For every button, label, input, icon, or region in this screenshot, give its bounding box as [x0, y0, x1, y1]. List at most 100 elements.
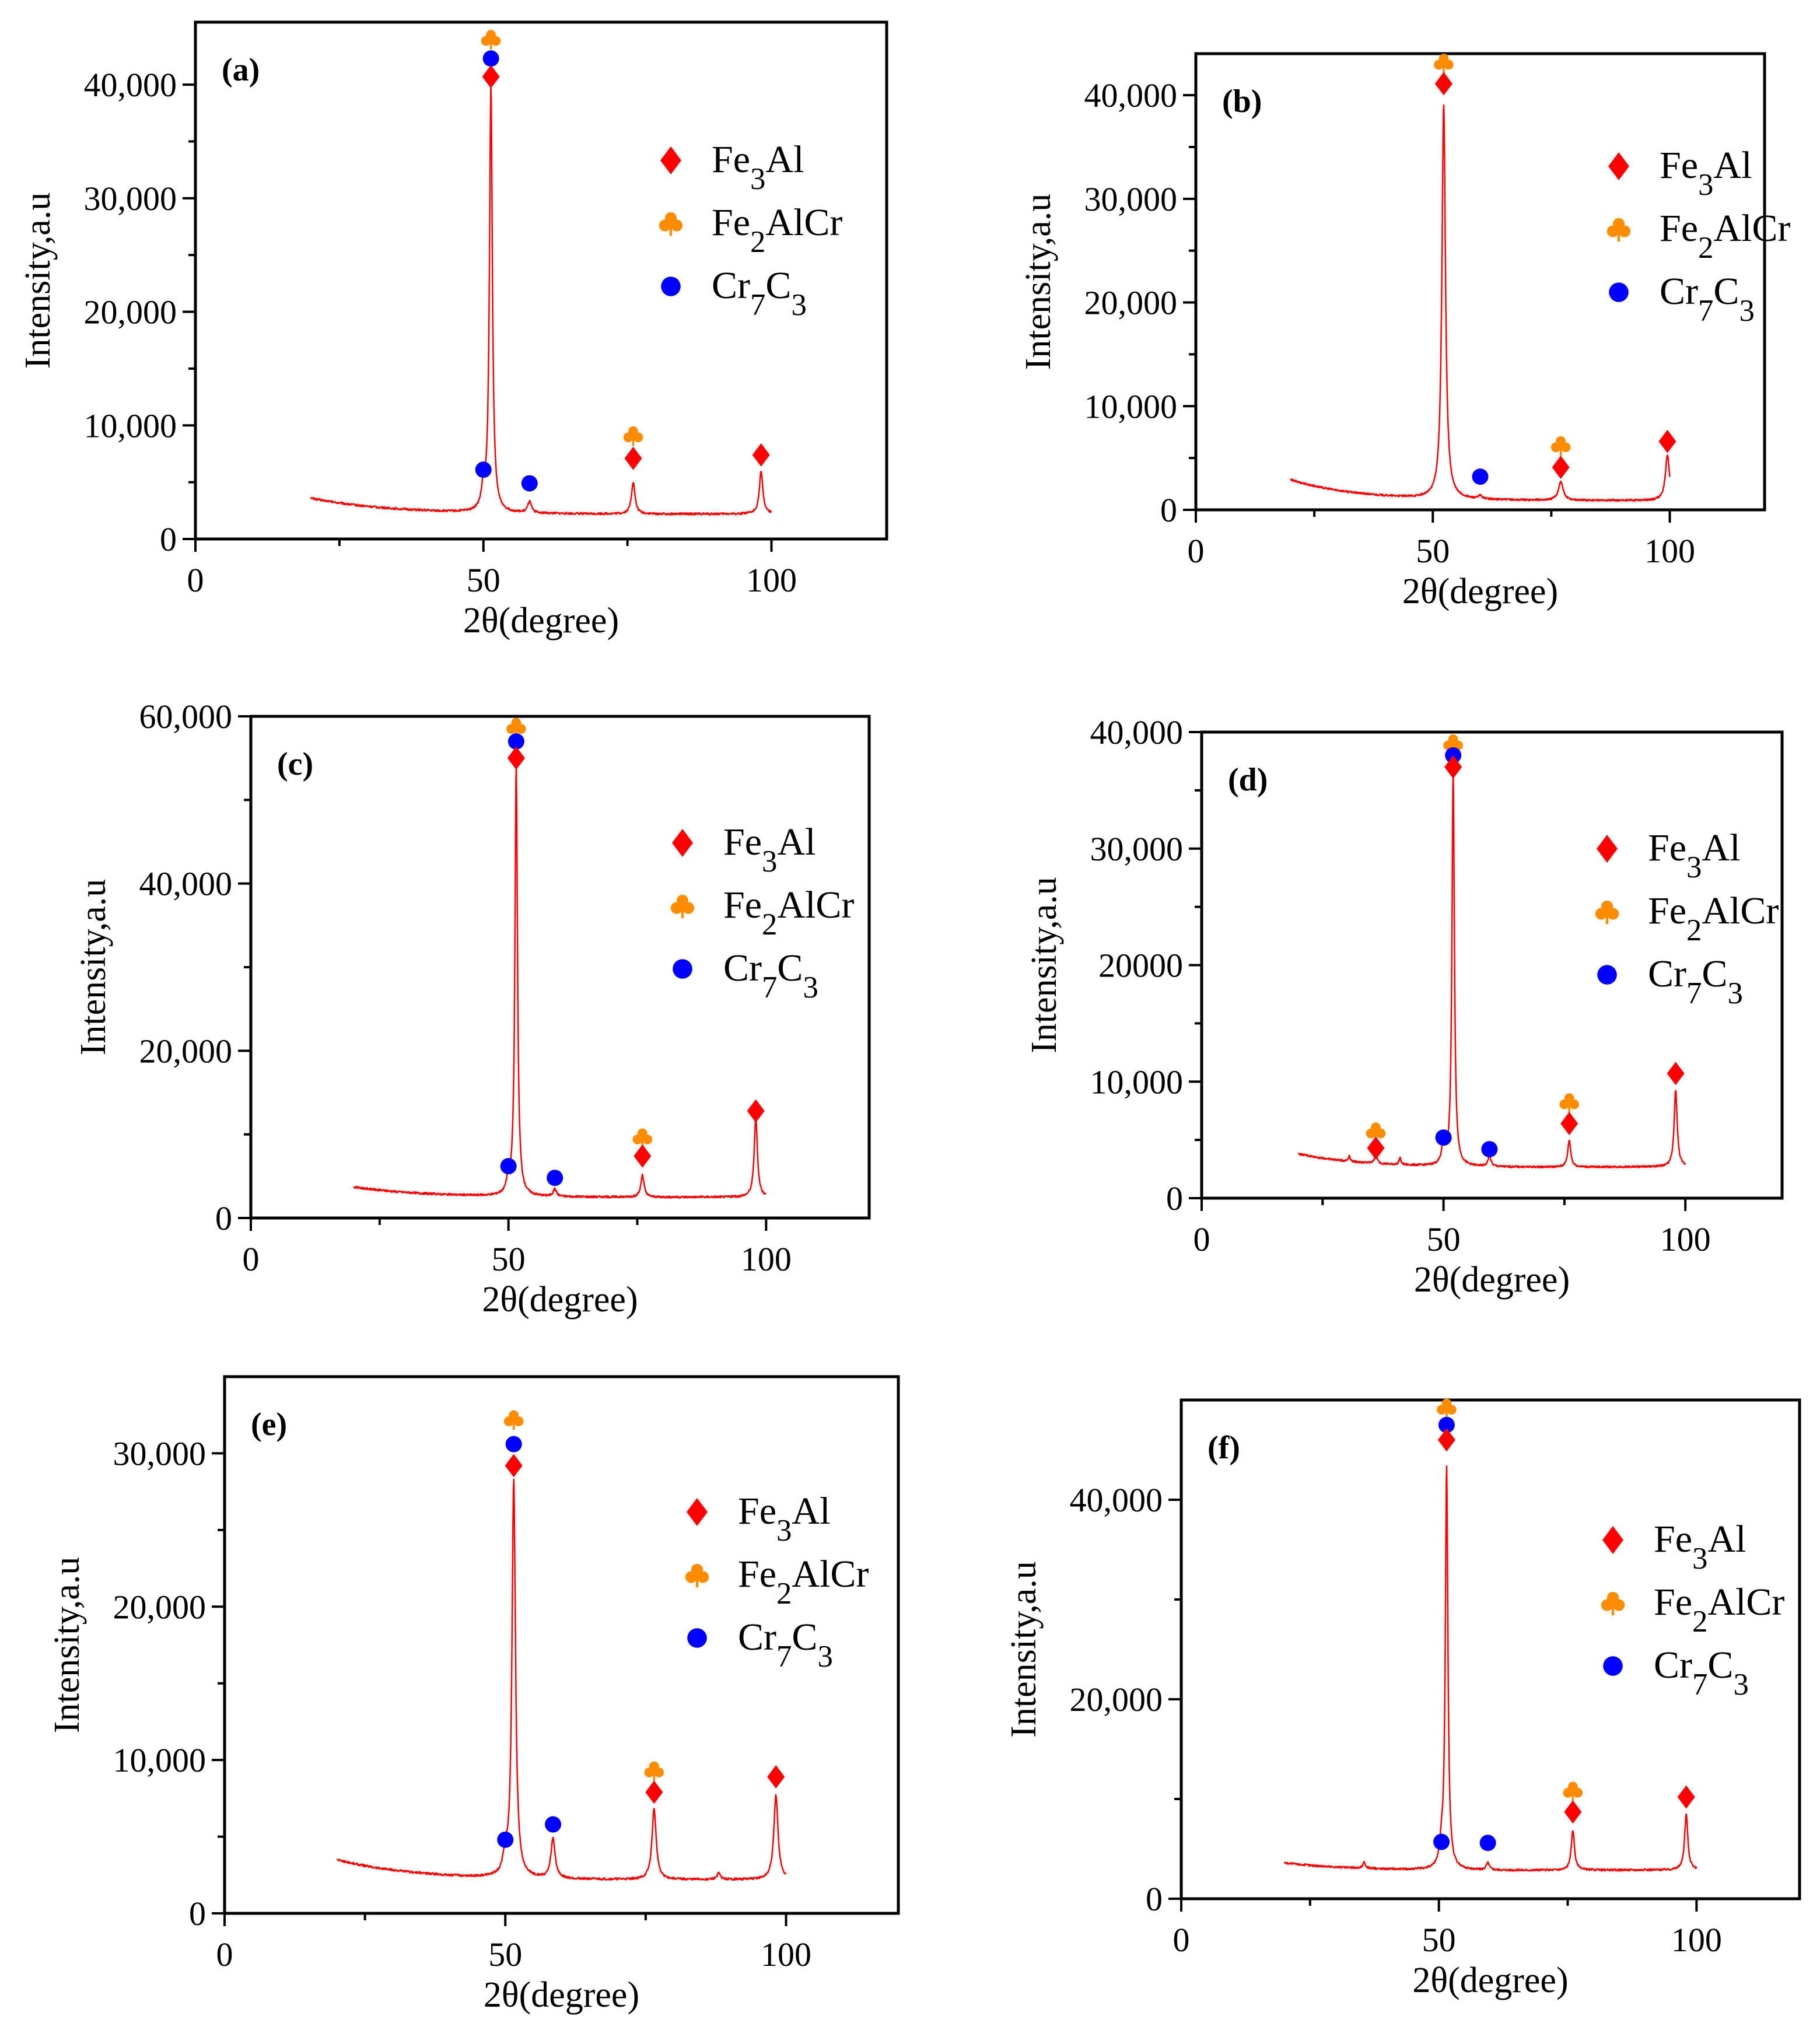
peak-marker-cr7c3: [505, 1436, 522, 1452]
y-tick-label: 60,000: [139, 698, 233, 736]
peak-marker-fe2alcr: [1559, 1093, 1579, 1113]
x-axis-label: 2θ(degree): [484, 1975, 639, 2015]
x-tick-label: 50: [492, 1240, 526, 1278]
legend-fe3al-icon: [687, 1498, 708, 1526]
y-tick-label: 30,000: [84, 180, 177, 218]
legend-label: Fe2AlCr: [1654, 1581, 1784, 1639]
y-tick-label: 30,000: [113, 1434, 206, 1472]
x-tick-label: 100: [761, 1936, 811, 1973]
legend-label: Cr7C3: [723, 947, 818, 1005]
legend-cr7c3-icon: [687, 1628, 707, 1648]
panel-title: (f): [1208, 1430, 1240, 1466]
legend-fe2alcr-icon: [659, 212, 683, 236]
y-tick-label: 40,000: [139, 865, 233, 903]
legend-entry-fe3al: Fe3Al: [1597, 827, 1740, 884]
peak-marker-cr7c3: [1433, 1833, 1450, 1850]
peak-marker-fe3al: [1552, 456, 1570, 480]
legend-fe2alcr-icon: [1595, 900, 1619, 925]
peak-marker-fe3al: [505, 1454, 523, 1478]
legend-entry-fe2alcr: Fe2AlCr: [685, 1553, 869, 1611]
peak-marker-cr7c3: [482, 50, 499, 67]
panel-title: (a): [222, 52, 260, 88]
legend-entry-fe2alcr: Fe2AlCr: [659, 201, 842, 259]
legend-entry-fe2alcr: Fe2AlCr: [1606, 207, 1790, 265]
legend-label: Fe2AlCr: [738, 1553, 869, 1611]
peak-marker-fe3al: [1434, 72, 1452, 96]
peak-marker-fe2alcr: [1437, 1398, 1457, 1419]
peak-marker-fe3al: [624, 446, 642, 470]
panel-d: 0 50 100 0 10,000 20000 30,000 40,000 2θ(degree)…: [1024, 713, 1784, 1300]
legend-label: Fe2AlCr: [712, 201, 842, 259]
panel-b: 0 50 100 0 10,000 20,000 30,000 40,000 2θ(degree…: [1019, 52, 1790, 611]
y-tick-label: 0: [1160, 491, 1177, 529]
x-tick-label: 0: [1188, 532, 1205, 570]
peak-marker-fe3al: [1437, 1428, 1455, 1452]
peak-marker-cr7c3: [521, 475, 538, 492]
legend-label: Fe3Al: [738, 1490, 830, 1548]
y-tick-label: 40,000: [84, 66, 177, 104]
plot-frame: [194, 20, 888, 541]
peak-marker-cr7c3: [497, 1831, 514, 1848]
x-tick-label: 50: [1422, 1921, 1456, 1959]
peak-marker-fe3al: [747, 1099, 765, 1123]
peak-marker-fe2alcr: [632, 1128, 653, 1149]
legend-entry-fe3al: Fe3Al: [1602, 1518, 1746, 1576]
y-tick-label: 20,000: [1084, 284, 1178, 322]
legend-label: Cr7C3: [1654, 1644, 1749, 1702]
peak-marker-fe3al: [1564, 1800, 1582, 1824]
peak-marker-fe3al: [1367, 1136, 1385, 1160]
legend-fe3al-icon: [672, 829, 693, 857]
legend-entry-cr7c3: Cr7C3: [687, 1616, 833, 1674]
x-axis-label: 2θ(degree): [482, 1280, 638, 1320]
peak-marker-cr7c3: [1472, 468, 1489, 485]
legend-label: Fe3Al: [1660, 144, 1752, 202]
legend-label: Cr7C3: [738, 1616, 833, 1674]
peak-marker-fe3al: [1667, 1062, 1685, 1086]
legend-entry-fe3al: Fe3Al: [687, 1490, 830, 1548]
legend-label: Cr7C3: [712, 264, 807, 322]
y-axis-label: Intensity,a.u: [1024, 877, 1064, 1053]
legend-label: Fe3Al: [712, 138, 804, 196]
xrd-trace: [310, 85, 772, 516]
legend-cr7c3-icon: [1597, 965, 1617, 985]
x-tick-label: 50: [1416, 532, 1450, 570]
panel-title: (d): [1228, 762, 1268, 798]
legend-cr7c3-icon: [1609, 282, 1629, 302]
legend-fe3al-icon: [660, 146, 681, 174]
x-tick-label: 0: [216, 1936, 233, 1973]
legend-fe3al-icon: [1597, 835, 1618, 863]
x-axis-label: 2θ(degree): [1402, 572, 1558, 611]
legend-entry-cr7c3: Cr7C3: [673, 947, 818, 1005]
panel-c: 0 50 100 0 20,000 40,000 60,000 2θ(degree) Inten…: [74, 698, 871, 1320]
y-tick-label: 0: [1146, 1880, 1163, 1918]
legend-entry-cr7c3: Cr7C3: [1609, 270, 1755, 328]
x-tick-label: 100: [1660, 1220, 1711, 1258]
legend-entry-fe2alcr: Fe2AlCr: [1595, 890, 1779, 947]
peak-marker-fe2alcr: [644, 1761, 664, 1782]
peak-marker-cr7c3: [1479, 1835, 1496, 1852]
panel-a: 0 50 100 0 10,000 20,000 30,000 40,000 2θ(degree…: [18, 20, 888, 640]
peak-marker-fe3al: [1560, 1112, 1578, 1136]
y-tick-label: 0: [1166, 1180, 1183, 1217]
y-tick-label: 0: [215, 1199, 232, 1237]
peak-marker-fe2alcr: [1366, 1122, 1386, 1142]
peak-marker-fe3al: [645, 1780, 663, 1804]
y-tick-label: 20000: [1098, 947, 1183, 985]
legend-label: Fe3Al: [1648, 827, 1740, 884]
x-tick-label: 100: [1671, 1921, 1722, 1959]
peak-marker-fe3al: [752, 443, 770, 467]
x-axis-label: 2θ(degree): [1414, 1260, 1570, 1300]
y-tick-label: 20,000: [139, 1032, 233, 1070]
xrd-trace: [336, 1478, 787, 1881]
x-axis-label: 2θ(degree): [463, 601, 619, 640]
plot-frame: [1200, 730, 1784, 1200]
y-tick-label: 10,000: [84, 407, 177, 444]
peak-marker-fe2alcr: [503, 1410, 524, 1430]
peak-marker-fe2alcr: [1434, 54, 1454, 74]
peak-marker-cr7c3: [1438, 1416, 1455, 1433]
peak-marker-fe2alcr: [481, 30, 501, 50]
